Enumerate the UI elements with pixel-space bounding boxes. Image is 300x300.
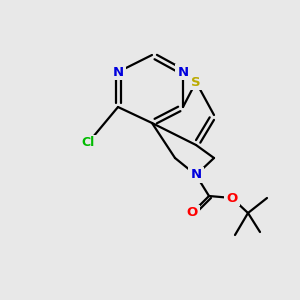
Text: N: N — [177, 65, 189, 79]
Text: O: O — [186, 206, 198, 220]
Text: Cl: Cl — [81, 136, 94, 149]
Text: N: N — [190, 169, 202, 182]
Text: N: N — [112, 65, 124, 79]
Text: O: O — [226, 191, 238, 205]
Text: S: S — [191, 76, 201, 88]
